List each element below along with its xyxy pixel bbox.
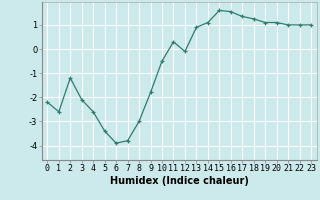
X-axis label: Humidex (Indice chaleur): Humidex (Indice chaleur) <box>110 176 249 186</box>
